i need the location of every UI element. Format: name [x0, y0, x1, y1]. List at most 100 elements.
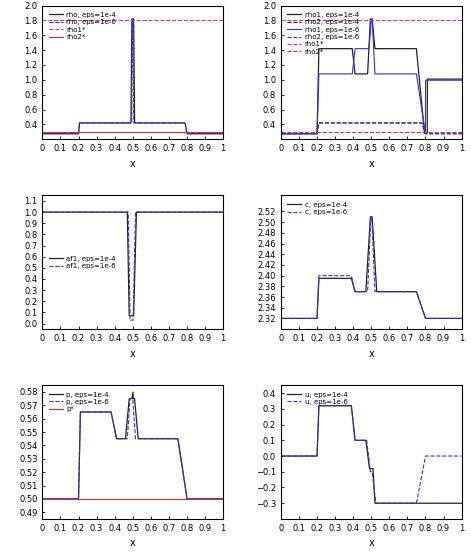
- rho2, eps=1e-6: [278, 131, 284, 137]
- rho2, eps=1e-6: [299, 131, 304, 137]
- u, eps=1e-6: [278, 453, 284, 459]
- u, eps=1e-4: [459, 500, 464, 507]
- u, eps=1e-4: [436, 500, 441, 507]
- rho1, eps=1e-4: [355, 70, 361, 77]
- u, eps=1e-6: [309, 453, 315, 459]
- p, eps=1e-4: [71, 496, 77, 502]
- p, eps=1e-6: [117, 435, 122, 442]
- p, eps=1e-6: [217, 496, 222, 502]
- X-axis label: x: x: [368, 349, 374, 359]
- af1, eps=1e-6: [109, 209, 114, 215]
- rho, eps=1e-4: [220, 131, 226, 137]
- p, eps=1e-4: [109, 412, 114, 418]
- c, eps=1e-6: [309, 315, 315, 322]
- rho, eps=1e-6: [217, 131, 222, 137]
- p, eps=1e-4: [117, 435, 122, 442]
- u, eps=1e-4: [299, 453, 304, 459]
- rho1, eps=1e-4: [309, 131, 315, 137]
- rho, eps=1e-6: [117, 119, 122, 126]
- rho, eps=1e-6: [60, 131, 66, 137]
- rho, eps=1e-4: [71, 131, 77, 137]
- rho1, eps=1e-6: [459, 77, 464, 84]
- af1, eps=1e-4: [40, 209, 45, 215]
- rho1, eps=1e-4: [455, 76, 461, 83]
- p, eps=1e-6: [197, 496, 203, 502]
- Line: af1, eps=1e-6: af1, eps=1e-6: [42, 212, 223, 320]
- af1, eps=1e-4: [217, 209, 222, 215]
- Line: rho2, eps=1e-6: rho2, eps=1e-6: [281, 123, 462, 134]
- rho1, eps=1e-6: [347, 70, 353, 77]
- Line: rho1, eps=1e-6: rho1, eps=1e-6: [281, 19, 462, 134]
- rho1, eps=1e-6: [436, 77, 441, 84]
- rho1, eps=1e-6: [368, 16, 374, 22]
- rho, eps=1e-6: [71, 131, 77, 137]
- rho, eps=1e-4: [217, 131, 222, 137]
- u, eps=1e-6: [436, 453, 441, 459]
- Legend: af1, eps=1e-4, af1, eps=1e-6: af1, eps=1e-4, af1, eps=1e-6: [46, 253, 118, 272]
- c, eps=1e-4: [347, 275, 353, 282]
- u, eps=1e-6: [355, 437, 361, 444]
- rho1, eps=1e-6: [455, 77, 461, 84]
- rho, eps=1e-6: [109, 119, 114, 126]
- c, eps=1e-4: [309, 315, 315, 322]
- rho1, eps=1e-4: [299, 131, 304, 137]
- rho, eps=1e-4: [109, 119, 114, 126]
- af1, eps=1e-4: [126, 312, 132, 319]
- af1, eps=1e-4: [197, 209, 203, 215]
- rho2, eps=1e-4: [316, 119, 322, 126]
- Line: u, eps=1e-4: u, eps=1e-4: [281, 406, 462, 503]
- Line: u, eps=1e-6: u, eps=1e-6: [281, 406, 462, 503]
- rho1, eps=1e-4: [459, 76, 464, 83]
- Line: rho2, eps=1e-4: rho2, eps=1e-4: [281, 123, 462, 134]
- Line: rho, eps=1e-6: rho, eps=1e-6: [42, 19, 223, 134]
- u, eps=1e-6: [316, 402, 322, 409]
- rho, eps=1e-4: [40, 131, 45, 137]
- af1, eps=1e-6: [117, 209, 122, 215]
- u, eps=1e-4: [309, 453, 315, 459]
- rho2, eps=1e-6: [309, 131, 315, 137]
- rho2, eps=1e-4: [355, 119, 361, 126]
- af1, eps=1e-4: [220, 209, 226, 215]
- Line: rho1, eps=1e-4: rho1, eps=1e-4: [281, 19, 462, 134]
- rho1, eps=1e-6: [278, 131, 284, 137]
- af1, eps=1e-4: [109, 209, 114, 215]
- p, eps=1e-6: [127, 395, 133, 402]
- Legend: rho1, eps=1e-4, rho2, eps=1e-4, rho1, eps=1e-6, rho2, eps=1e-6, rho1*, rho2*: rho1, eps=1e-4, rho2, eps=1e-4, rho1, ep…: [284, 9, 362, 57]
- rho2, eps=1e-6: [436, 131, 441, 137]
- af1, eps=1e-6: [71, 209, 77, 215]
- rho, eps=1e-6: [220, 131, 226, 137]
- rho2, eps=1e-4: [278, 131, 284, 137]
- p, eps=1e-6: [109, 412, 114, 418]
- af1, eps=1e-4: [117, 209, 122, 215]
- rho2, eps=1e-4: [459, 131, 464, 137]
- rho2, eps=1e-6: [355, 119, 361, 126]
- u, eps=1e-4: [372, 500, 378, 507]
- af1, eps=1e-6: [127, 317, 133, 324]
- rho, eps=1e-4: [197, 131, 203, 137]
- p, eps=1e-4: [220, 496, 226, 502]
- c, eps=1e-6: [459, 315, 464, 322]
- X-axis label: x: x: [130, 538, 136, 549]
- af1, eps=1e-6: [197, 209, 203, 215]
- c, eps=1e-4: [299, 315, 304, 322]
- rho, eps=1e-4: [117, 119, 122, 126]
- p, eps=1e-6: [220, 496, 226, 502]
- rho1, eps=1e-6: [355, 45, 361, 52]
- p, eps=1e-4: [60, 496, 66, 502]
- Legend: rho, eps=1e-4, rho, eps=1e-6, rho1*, rho2*: rho, eps=1e-4, rho, eps=1e-6, rho1*, rho…: [46, 9, 119, 43]
- p, eps=1e-6: [71, 496, 77, 502]
- u, eps=1e-4: [316, 402, 322, 409]
- af1, eps=1e-6: [217, 209, 222, 215]
- Legend: p, eps=1e-4, p, eps=1e-6, p*: p, eps=1e-4, p, eps=1e-6, p*: [46, 389, 112, 415]
- c, eps=1e-4: [436, 315, 441, 322]
- p, eps=1e-6: [40, 496, 45, 502]
- rho1, eps=1e-6: [299, 131, 304, 137]
- c, eps=1e-6: [355, 288, 361, 295]
- c, eps=1e-6: [299, 315, 304, 322]
- rho, eps=1e-6: [40, 131, 45, 137]
- rho1, eps=1e-4: [436, 76, 441, 83]
- X-axis label: x: x: [130, 349, 136, 359]
- Line: c, eps=1e-6: c, eps=1e-6: [281, 217, 462, 319]
- af1, eps=1e-4: [60, 209, 66, 215]
- rho1, eps=1e-4: [278, 131, 284, 137]
